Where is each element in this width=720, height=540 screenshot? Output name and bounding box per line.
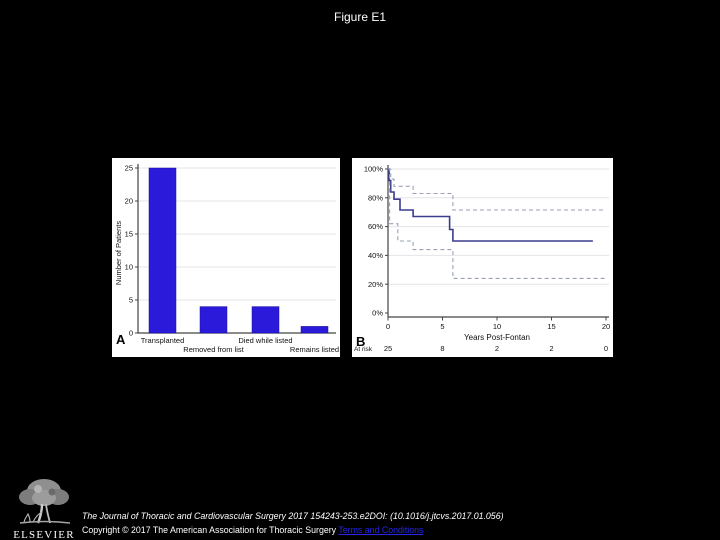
survival-line	[388, 168, 593, 242]
at-risk-count-2: 2	[495, 344, 499, 353]
bar-chart-root: 0 5 10 15 20 25 Number of Patients Transplanted…	[114, 164, 339, 354]
terms-and-conditions-link[interactable]: Terms and Conditions	[338, 525, 424, 535]
x-tick-label: 15	[547, 322, 555, 331]
y-tick-label: 15	[125, 230, 133, 239]
elsevier-tree-icon	[19, 479, 71, 524]
y-tick-label: 10	[125, 263, 133, 272]
x-category-label: Transplanted	[141, 336, 185, 345]
panel-b-km-plot: 0% 20% 40% 60% 80% 100% 0 5 10 15 20 Years Post-Fon…	[352, 158, 613, 357]
x-axis-title: Years Post-Fontan	[464, 333, 530, 342]
bar-0	[148, 167, 177, 334]
x-category-label: Removed from list	[183, 345, 244, 354]
bars-group	[148, 167, 329, 334]
at-risk-count-4: 0	[604, 344, 608, 353]
at-risk-count-1: 8	[440, 344, 444, 353]
at-risk-count-3: 2	[549, 344, 553, 353]
x-tick-label: 10	[493, 322, 501, 331]
y-tick-label: 25	[125, 164, 133, 173]
x-category-label: Remains listed	[290, 345, 339, 354]
x-tick-label: 5	[440, 322, 444, 331]
page-title: Figure E1	[333, 10, 387, 24]
bar-chart-svg: 0 5 10 15 20 25 Number of Patients Transplanted…	[114, 164, 339, 354]
y-tick-label: 20%	[368, 280, 383, 289]
confidence-interval-line-2	[388, 168, 606, 279]
elsevier-logo: ELSEVIER	[8, 476, 80, 540]
y-tick-label: 80%	[368, 193, 383, 202]
y-axis-title: Number of Patients	[114, 221, 123, 285]
y-tick-label: 100%	[364, 165, 384, 174]
elsevier-logo-text: ELSEVIER	[13, 529, 75, 540]
y-tick-label: 60%	[368, 222, 383, 231]
citation-line: The Journal of Thoracic and Cardiovascul…	[82, 511, 504, 521]
bar-1	[199, 306, 228, 334]
panel-label-a: A	[116, 332, 126, 347]
bar-3	[300, 326, 329, 334]
y-tick-label: 20	[125, 197, 133, 206]
copyright-line: Copyright © 2017 The American Associatio…	[82, 524, 423, 537]
x-category-label: Died while listed	[238, 336, 292, 345]
y-tick-label: 5	[129, 296, 133, 305]
copyright-text: Copyright © 2017 The American Associatio…	[82, 525, 339, 535]
panel-a-bar-chart: 0 5 10 15 20 25 Number of Patients Transplanted…	[112, 158, 340, 357]
x-tick-label: 0	[386, 322, 390, 331]
bar-2	[251, 306, 280, 334]
y-tick-label: 0%	[372, 309, 383, 318]
at-risk-count-0: 25	[384, 344, 392, 353]
panel-label-b: B	[356, 334, 365, 349]
y-tick-label: 0	[129, 329, 133, 338]
confidence-interval-line-1	[388, 168, 606, 211]
x-tick-label: 20	[602, 322, 610, 331]
y-tick-label: 40%	[368, 251, 383, 260]
at-risk-label: At risk	[354, 346, 373, 353]
